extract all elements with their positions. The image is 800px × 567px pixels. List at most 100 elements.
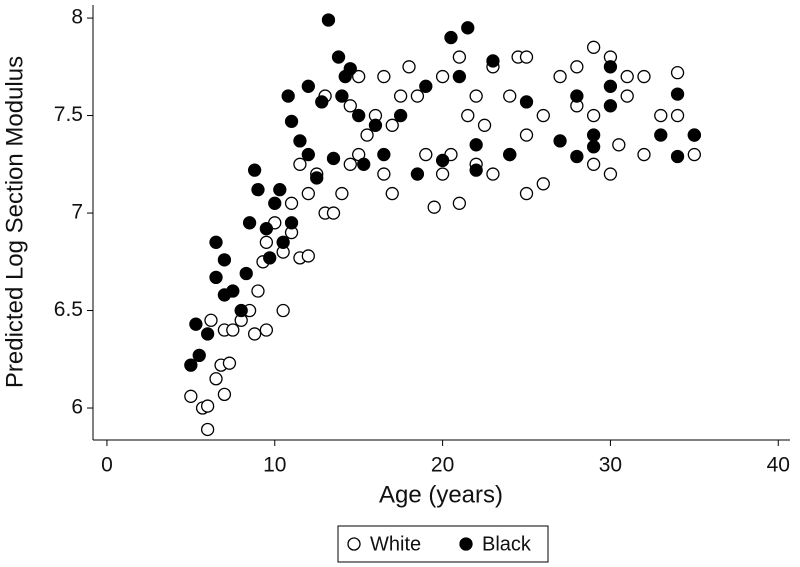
point [410,89,425,103]
point [503,89,517,103]
point [321,13,336,27]
point [461,21,475,35]
point [242,216,257,230]
x-tick-label: 40 [767,454,790,477]
point [301,186,315,201]
point [553,134,567,148]
point [519,50,534,64]
point [469,138,483,152]
point [234,303,248,318]
point [209,235,223,249]
point [620,69,634,84]
point [586,40,601,54]
point [343,62,357,76]
point [410,167,425,181]
point [452,50,467,64]
point [486,167,500,181]
point [281,89,295,103]
point [284,196,299,210]
point [385,186,399,201]
point [461,108,475,123]
point [687,147,701,162]
point [184,358,198,372]
point [217,387,232,402]
point [357,157,371,171]
point [486,54,500,68]
point [637,147,651,162]
point [284,114,299,129]
point [335,186,349,201]
legend-marker [347,537,361,551]
y-tick-label: 8 [71,6,83,29]
point [239,266,253,281]
point [670,66,685,80]
point [402,60,416,74]
point [393,89,408,103]
point [293,134,307,148]
point [259,235,274,249]
point [276,303,290,318]
point [586,128,601,142]
point [268,196,282,210]
point [452,69,467,84]
point [452,196,467,210]
point [209,372,223,386]
point [377,147,391,162]
point [536,177,550,191]
point [586,157,601,171]
point [570,60,584,74]
point [226,323,240,337]
legend-label: White [370,533,421,555]
point [222,356,237,370]
point [469,89,483,103]
point [315,95,329,109]
x-tick-label: 30 [599,454,622,477]
point [519,186,534,201]
point [310,171,324,185]
point [654,108,668,123]
point [603,60,618,74]
point [570,89,584,103]
point [301,79,315,93]
point [352,108,366,123]
x-tick-label: 10 [263,454,286,477]
point [435,153,450,168]
point [209,270,223,285]
point [251,284,265,298]
point [273,182,287,197]
point [586,108,601,123]
point [200,399,215,413]
point [612,138,626,152]
point [217,253,232,267]
point [393,108,408,123]
point [435,69,450,84]
point [200,327,215,341]
point [335,89,349,103]
point [553,69,567,84]
point [444,30,458,45]
point [427,200,441,214]
point [263,251,277,265]
point [192,348,206,363]
x-axis-label: Age (years) [379,481,503,508]
legend-marker [459,537,473,551]
y-tick-label: 6.5 [54,298,83,321]
point [620,89,634,103]
point [301,147,315,162]
point [670,108,685,123]
point [189,317,203,331]
point [603,167,618,181]
point [326,206,341,220]
x-tick-label: 20 [431,454,454,477]
point [343,99,357,113]
point [469,163,483,177]
point [570,149,584,164]
point [477,118,492,132]
point [519,128,534,142]
point [670,149,685,164]
point [343,157,357,171]
point [293,157,307,171]
legend-box [337,525,549,563]
point [419,147,433,162]
